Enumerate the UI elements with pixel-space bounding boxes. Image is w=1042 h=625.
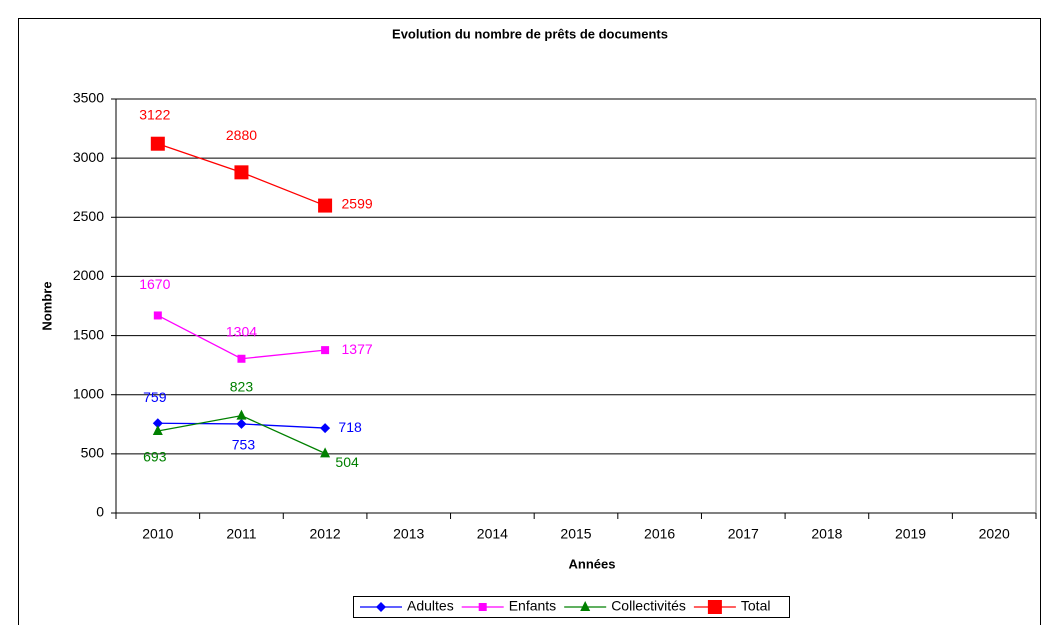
legend-label: Enfants: [509, 598, 556, 614]
x-tick-label: 2018: [811, 526, 842, 542]
x-tick-label: 2014: [477, 526, 508, 542]
y-tick-label: 2000: [73, 267, 104, 283]
data-label: 759: [143, 389, 167, 405]
chart-title: Evolution du nombre de prêts de document…: [392, 26, 668, 41]
x-tick-label: 2020: [979, 526, 1010, 542]
x-axis-title: Années: [569, 556, 616, 571]
marker: [320, 423, 331, 434]
marker: [707, 600, 722, 614]
marker: [234, 165, 249, 180]
marker: [478, 603, 487, 611]
data-label: 693: [143, 449, 167, 465]
x-tick-label: 2013: [393, 526, 424, 542]
legend-label: Adultes: [407, 598, 454, 614]
x-tick-label: 2011: [226, 526, 256, 542]
x-tick-label: 2012: [310, 526, 341, 542]
marker: [152, 418, 163, 429]
legend-label: Collectivités: [611, 598, 686, 614]
y-axis-title: Nombre: [39, 281, 54, 330]
marker: [236, 418, 247, 429]
data-label: 753: [232, 437, 256, 453]
y-tick-label: 0: [96, 504, 104, 520]
marker: [236, 409, 247, 420]
chart-border: [18, 18, 1041, 625]
x-tick-label: 2017: [728, 526, 759, 542]
marker: [321, 346, 330, 355]
y-tick-label: 500: [81, 445, 105, 461]
y-tick-label: 3500: [73, 90, 104, 106]
x-tick-label: 2019: [895, 526, 926, 542]
data-label: 718: [338, 419, 362, 435]
marker: [153, 311, 162, 320]
y-tick-label: 3000: [73, 149, 104, 165]
data-label: 3122: [139, 106, 170, 122]
data-label: 1304: [226, 323, 257, 339]
data-label: 2599: [342, 195, 373, 211]
data-label: 504: [335, 454, 359, 470]
data-label: 2880: [226, 127, 257, 143]
marker: [320, 447, 331, 458]
data-label: 1670: [139, 276, 170, 292]
y-tick-label: 1000: [73, 385, 104, 401]
marker: [237, 354, 246, 363]
x-tick-label: 2016: [644, 526, 675, 542]
marker: [150, 136, 165, 151]
x-tick-label: 2010: [142, 526, 173, 542]
x-tick-label: 2015: [560, 526, 591, 542]
y-tick-label: 2500: [73, 208, 104, 224]
y-tick-label: 1500: [73, 326, 104, 342]
marker: [376, 602, 386, 612]
data-label: 823: [230, 378, 254, 394]
data-label: 1377: [342, 341, 373, 357]
marker: [318, 198, 333, 213]
marker: [152, 425, 163, 436]
legend-label: Total: [741, 598, 771, 614]
marker: [580, 601, 591, 611]
